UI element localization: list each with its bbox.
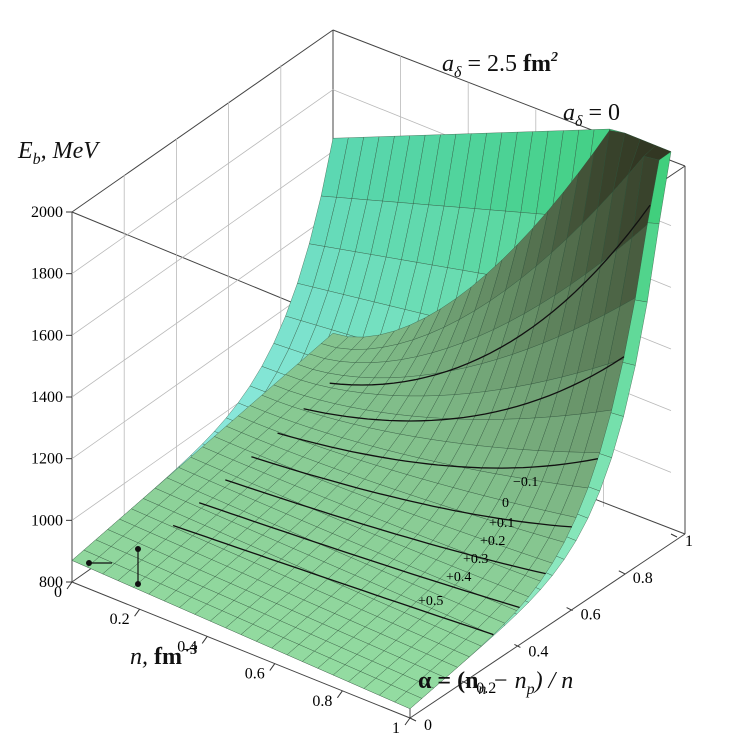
x-tick-label: 0	[54, 584, 62, 601]
z-tick-label: 1200	[31, 451, 63, 468]
contour-line	[251, 456, 572, 528]
contour-label: +0.2	[480, 534, 505, 549]
contour-label: 0	[502, 496, 509, 511]
z-tick-label: 1800	[31, 266, 63, 283]
z-axis-ticks: 2000 1800 1600 1400 1200 1000 800	[31, 204, 72, 591]
contour-line	[277, 432, 599, 469]
contour-label: +0.5	[418, 594, 443, 609]
contour-line	[198, 502, 520, 609]
y-tick-mark	[409, 717, 417, 722]
contour-lines	[172, 204, 651, 636]
contour-label: +0.1	[489, 516, 514, 531]
surface-cell-dark	[394, 691, 423, 709]
x-tick-mark	[404, 717, 411, 726]
y-tick-label: 0	[424, 717, 432, 734]
contour-label: −0.1	[513, 475, 538, 490]
contour-labels: −0.1 0 +0.1 +0.2 +0.3 +0.4+0.5	[418, 475, 538, 609]
series-label-a-delta-2-5: aδ = 2.5 fm2	[442, 50, 558, 81]
y-axis-ticks: 0 0.2 0.4 0.6 0.8 1	[409, 533, 693, 734]
contour-line	[172, 524, 494, 636]
x-tick-mark	[269, 663, 276, 671]
contour-line	[329, 204, 651, 386]
z-tick-label: 1000	[31, 512, 63, 529]
z-tick-label: 1400	[31, 389, 63, 406]
contour-line	[303, 356, 625, 422]
y-tick-mark	[514, 643, 521, 648]
x-tick-mark	[66, 581, 73, 590]
y-tick-label: 0.8	[633, 570, 653, 587]
x-tick-mark	[336, 690, 343, 699]
y-tick-mark	[566, 607, 573, 612]
x-tick-mark	[134, 608, 141, 617]
y-tick-label: 0.2	[476, 680, 496, 697]
x-tick-label: 0.4	[177, 638, 197, 655]
z-tick-label: 2000	[31, 204, 63, 221]
x-tick-label: 0.6	[245, 666, 265, 683]
z-tick-label: 800	[39, 574, 63, 591]
point-markers	[86, 546, 141, 587]
z-axis-label: Eb, MeV	[18, 138, 98, 168]
x-axis-ticks: 0 0.2 0.4 0.6 0.8 1	[54, 581, 411, 737]
y-tick-label: 0.6	[581, 607, 601, 624]
y-tick-label: 1	[685, 533, 693, 550]
y-tick-mark	[618, 570, 626, 575]
contour-label: +0.3	[463, 552, 488, 567]
x-tick-label: 1	[392, 720, 400, 737]
z-tick-label: 1600	[31, 327, 63, 344]
x-tick-label: 0.8	[312, 693, 332, 710]
x-axis-label: n, fm−3	[130, 643, 198, 670]
x-tick-label: 0.2	[110, 611, 130, 628]
y-axis-label: α = (nn − np) / n	[418, 668, 574, 698]
x-tick-mark	[201, 636, 208, 644]
contour-line	[225, 479, 546, 575]
series-label-a-delta-0: aδ = 0	[563, 100, 620, 130]
y-tick-label: 0.4	[528, 643, 548, 660]
contour-label: +0.4	[446, 570, 471, 585]
y-tick-mark	[461, 680, 469, 685]
surface-a-delta-2-5	[71, 130, 672, 709]
y-tick-mark	[670, 533, 678, 538]
